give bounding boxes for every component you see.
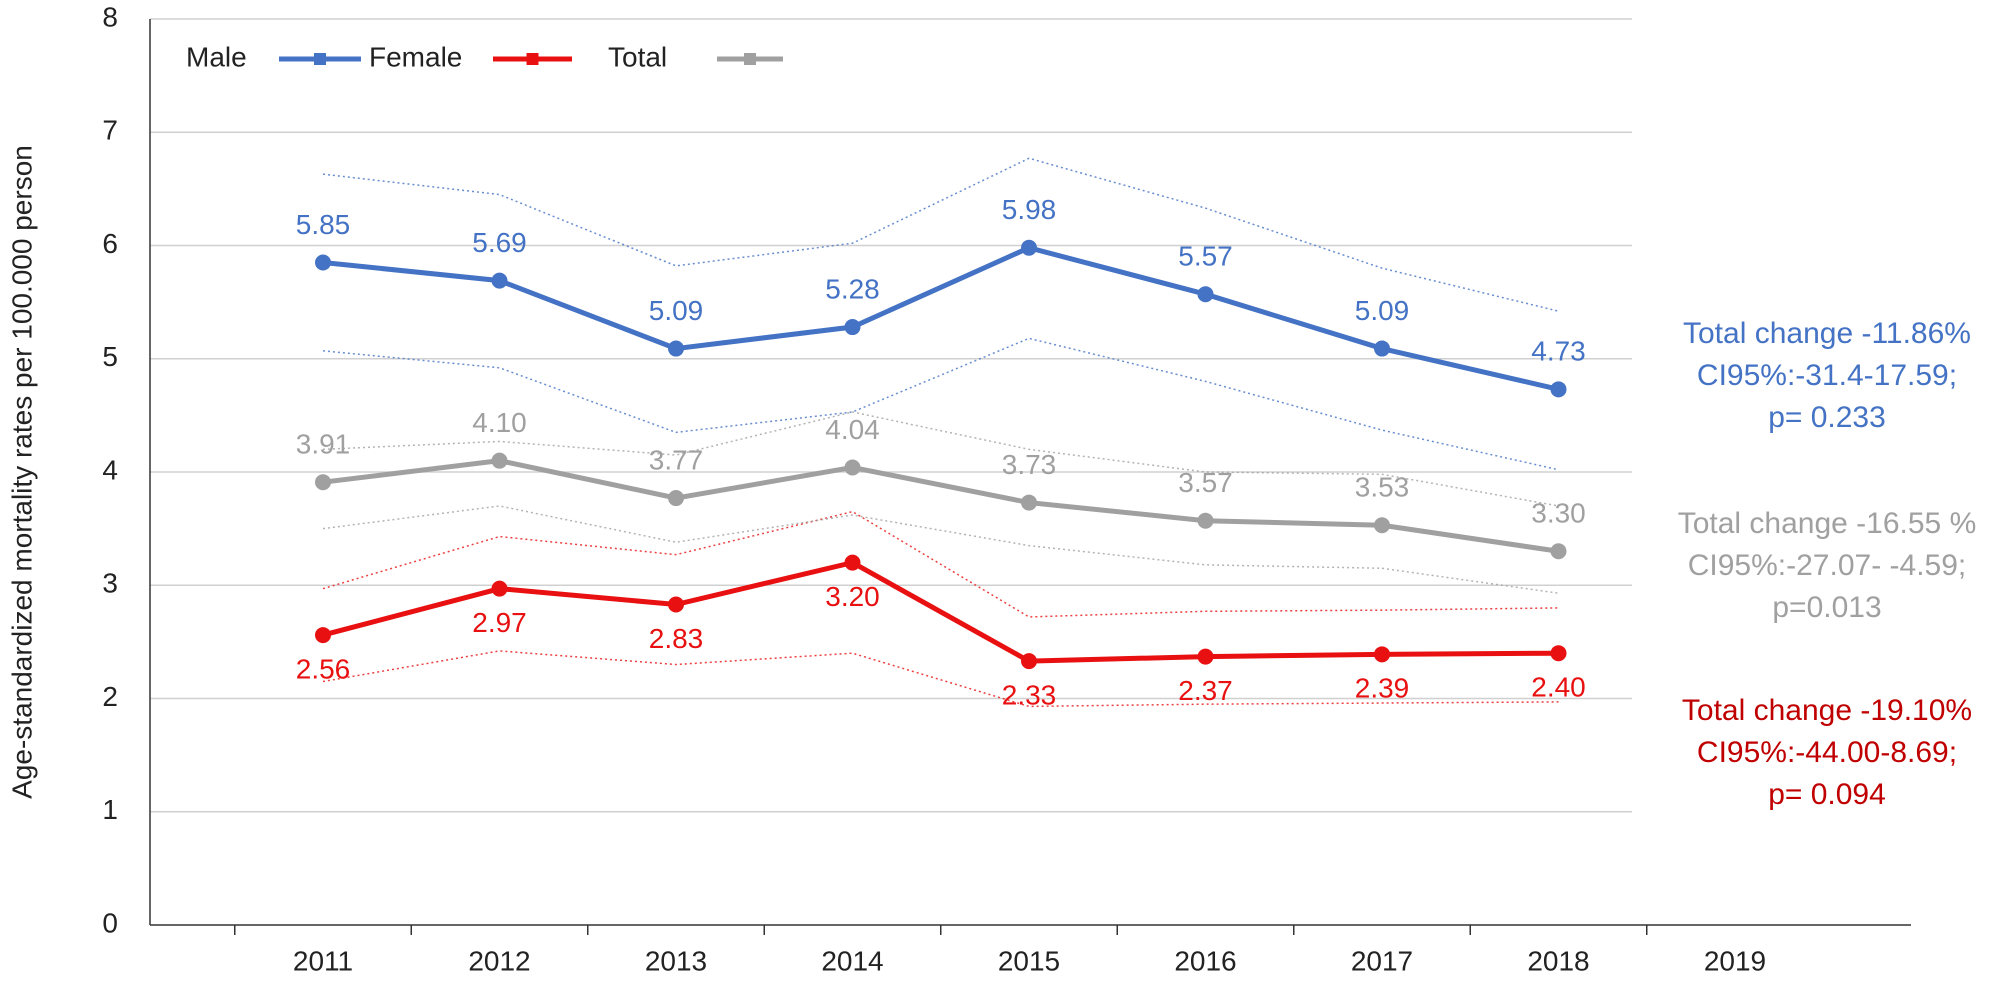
data-point: [1021, 653, 1037, 670]
y-axis-label: Age-standardized mortality rates per 100…: [6, 145, 37, 799]
ci-upper-line: [322, 157, 1559, 312]
data-label: 5.85: [296, 209, 351, 240]
legend-label: Female: [369, 41, 462, 72]
data-label: 4.04: [825, 414, 880, 445]
y-tick-label: 6: [102, 228, 118, 259]
y-tick-label: 5: [102, 341, 118, 372]
data-label: 3.57: [1178, 467, 1233, 498]
x-tick-label: 2015: [998, 945, 1060, 976]
data-label: 3.53: [1355, 472, 1410, 503]
data-label: 5.57: [1178, 241, 1233, 272]
data-label: 5.69: [472, 227, 527, 258]
series-line: [322, 458, 1559, 554]
x-tick-label: 2014: [821, 945, 883, 976]
ci-upper-line: [322, 510, 1559, 618]
data-label: 3.73: [1002, 449, 1057, 480]
data-point: [315, 474, 331, 491]
data-point: [844, 319, 861, 336]
ci-lower-line: [322, 650, 1559, 708]
data-label: 2.39: [1355, 673, 1410, 704]
data-point: [844, 554, 861, 571]
annotation: CI95%:-44.00-8.69;: [1697, 736, 1957, 769]
annotation: p= 0.233: [1768, 401, 1886, 434]
y-tick-label: 3: [102, 568, 118, 599]
data-point: [1550, 645, 1567, 662]
x-tick-label: 2018: [1527, 945, 1589, 976]
annotation: Total change -19.10%: [1682, 694, 1972, 727]
data-point: [668, 340, 684, 357]
data-point: [315, 254, 331, 271]
data-point: [1374, 340, 1390, 357]
data-label: 5.09: [1355, 295, 1410, 326]
data-label: 3.30: [1531, 498, 1586, 529]
data-point: [1197, 512, 1214, 529]
legend-marker: [314, 53, 326, 65]
data-point: [315, 627, 331, 644]
x-tick-label: 2012: [468, 945, 530, 976]
x-tick-label: 2017: [1351, 945, 1413, 976]
data-point: [1374, 517, 1390, 534]
x-tick-label: 2019: [1704, 945, 1766, 976]
legend-label: Male: [186, 41, 247, 72]
annotation: p= 0.094: [1768, 778, 1886, 811]
data-point: [668, 596, 684, 613]
x-tick-label: 2011: [293, 945, 353, 976]
data-label: 3.20: [825, 581, 880, 612]
legend-marker: [744, 53, 756, 65]
series-line: [322, 559, 1559, 664]
data-point: [491, 272, 508, 289]
annotation: CI95%:-31.4-17.59;: [1697, 359, 1957, 392]
data-point: [491, 452, 508, 469]
data-point: [1374, 646, 1390, 663]
y-tick-label: 2: [102, 681, 118, 712]
data-label: 2.83: [649, 623, 704, 654]
data-point: [1021, 494, 1037, 511]
data-point: [844, 459, 861, 476]
annotation: CI95%:-27.07- -4.59;: [1688, 549, 1966, 582]
data-point: [1197, 286, 1214, 303]
y-tick-label: 0: [102, 907, 118, 938]
data-point: [1021, 239, 1037, 256]
data-point: [1550, 543, 1567, 560]
annotation: Total change -11.86%: [1683, 317, 1971, 350]
data-label: 2.56: [296, 653, 351, 684]
ci-upper-line: [322, 411, 1559, 507]
y-tick-label: 1: [102, 794, 118, 825]
ci-lower-line: [322, 505, 1559, 594]
data-label: 5.09: [649, 295, 704, 326]
annotation: p=0.013: [1772, 591, 1881, 624]
y-tick-label: 8: [102, 1, 118, 32]
data-point: [1197, 648, 1214, 665]
annotation: Total change -16.55 %: [1678, 507, 1977, 540]
data-label: 3.77: [649, 444, 704, 475]
data-label: 2.33: [1002, 680, 1057, 711]
x-tick-label: 2016: [1174, 945, 1236, 976]
data-label: 2.37: [1178, 675, 1233, 706]
y-tick-label: 4: [102, 454, 118, 485]
data-label: 2.40: [1531, 672, 1586, 703]
series-line: [322, 245, 1560, 392]
y-tick-label: 7: [102, 115, 118, 146]
x-tick-label: 2013: [645, 945, 707, 976]
legend-marker: [526, 53, 539, 65]
data-label: 3.91: [296, 429, 351, 460]
data-label: 5.98: [1002, 194, 1057, 225]
data-point: [1550, 381, 1567, 398]
data-point: [668, 490, 684, 507]
data-point: [491, 580, 508, 597]
data-label: 2.97: [472, 607, 527, 638]
legend-label: Total: [608, 41, 667, 72]
data-label: 5.28: [825, 273, 880, 304]
data-label: 4.10: [472, 407, 527, 438]
data-label: 4.73: [1531, 336, 1586, 367]
